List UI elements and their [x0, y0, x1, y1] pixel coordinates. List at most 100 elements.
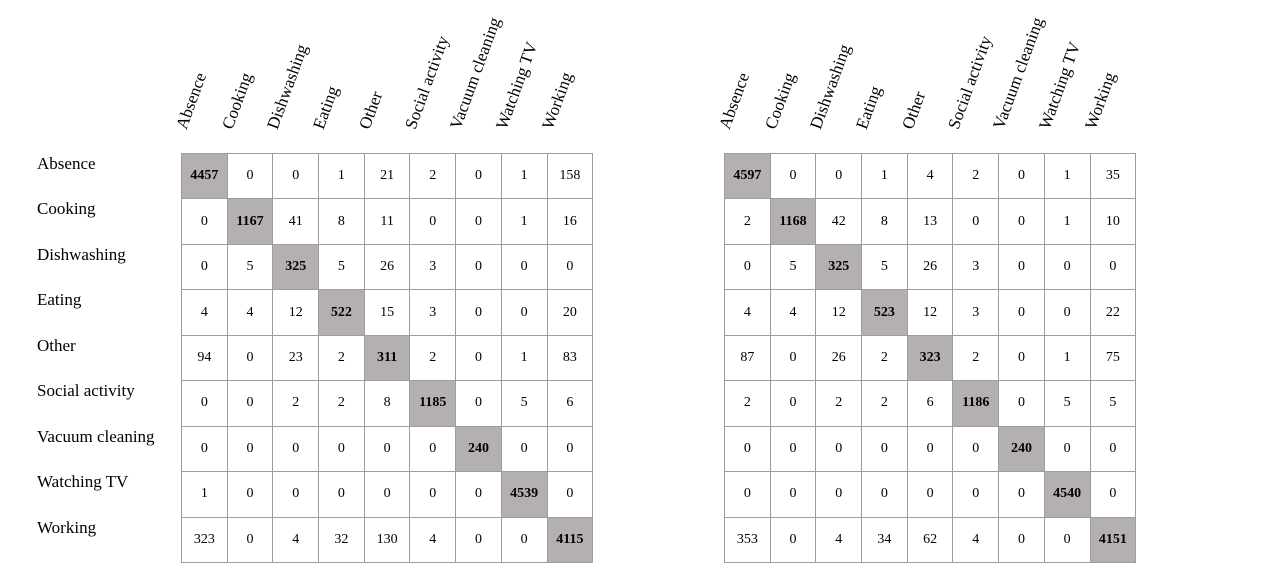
matrix-cell: 0: [907, 472, 954, 518]
matrix-cell: 4: [410, 517, 457, 563]
matrix-cell: 1: [501, 335, 548, 382]
matrix-cell: 1: [319, 154, 365, 200]
matrix-cell: 0: [319, 472, 365, 518]
matrix-cell: 0: [456, 154, 502, 200]
matrix-cell: 4: [907, 154, 954, 200]
matrix-cell: 2: [953, 154, 1000, 200]
matrix-cell: 15: [364, 290, 411, 336]
matrix-cell: 353: [725, 517, 771, 563]
matrix-cell: 94: [182, 335, 228, 382]
matrix-cell: 1: [501, 199, 548, 245]
row-label: Watching TV: [37, 472, 129, 492]
matrix-cell: 32: [319, 517, 365, 563]
matrix-cell: 4539: [501, 472, 548, 518]
matrix-cell: 0: [725, 472, 771, 518]
matrix-cell: 4151: [1090, 517, 1137, 563]
matrix-cell: 240: [456, 426, 502, 473]
matrix-cell: 0: [725, 426, 771, 473]
matrix-cell: 5: [1090, 381, 1137, 427]
row-label: Cooking: [37, 199, 96, 219]
matrix-cell: 2: [725, 381, 771, 427]
matrix-cell: 5: [1044, 381, 1091, 427]
matrix-cell: 0: [1090, 472, 1137, 518]
matrix-cell: 4115: [547, 517, 594, 563]
matrix-cell: 5: [319, 244, 365, 291]
matrix-cell: 1: [1044, 199, 1091, 245]
matrix-cell: 34: [862, 517, 908, 563]
matrix-cell: 3: [410, 244, 457, 291]
matrix-cell: 523: [862, 290, 908, 336]
matrix-cell: 1: [182, 472, 228, 518]
matrix-cell: 4597: [725, 154, 771, 200]
matrix-cell: 0: [770, 335, 817, 382]
matrix-cell: 0: [227, 381, 274, 427]
matrix-cell: 240: [999, 426, 1045, 473]
matrix-cell: 0: [862, 472, 908, 518]
matrix-cell: 0: [182, 426, 228, 473]
matrix-cell: 0: [364, 426, 411, 473]
matrix-cell: 1: [1044, 335, 1091, 382]
matrix-cell: 0: [501, 244, 548, 291]
matrix-cell: 16: [547, 199, 594, 245]
matrix-cell: 0: [1044, 244, 1091, 291]
matrix-cell: 0: [501, 517, 548, 563]
matrix-cell: 325: [273, 244, 320, 291]
matrix-cell: 26: [364, 244, 411, 291]
matrix-cell: 0: [273, 154, 320, 200]
matrix-cell: 1: [1044, 154, 1091, 200]
matrix-cell: 0: [456, 290, 502, 336]
matrix-cell: 0: [1090, 244, 1137, 291]
matrix-cell: 0: [273, 426, 320, 473]
matrix-cell: 23: [273, 335, 320, 382]
matrix-cell: 325: [816, 244, 863, 291]
matrix-cell: 0: [999, 244, 1045, 291]
matrix-cell: 4: [725, 290, 771, 336]
matrix-cell: 3: [953, 290, 1000, 336]
matrix-cell: 0: [227, 335, 274, 382]
matrix-cell: 0: [182, 244, 228, 291]
matrix-grid-right: 4597 0 0 1 4 2 0 1 35 2 1168 42 8 13 0 0 1 10 0 5 325 5 26 3 0 0 0…: [724, 153, 1137, 563]
matrix-cell: 1168: [770, 199, 817, 245]
matrix-cell: 0: [1090, 426, 1137, 473]
matrix-cell: 0: [770, 472, 817, 518]
matrix-cell: 26: [816, 335, 863, 382]
matrix-cell: 0: [364, 472, 411, 518]
matrix-cell: 2: [862, 335, 908, 382]
matrix-cell: 87: [725, 335, 771, 382]
matrix-cell: 0: [547, 426, 594, 473]
matrix-cell: 0: [1044, 517, 1091, 563]
matrix-cell: 0: [999, 517, 1045, 563]
matrix-cell: 0: [547, 244, 594, 291]
matrix-cell: 0: [999, 154, 1045, 200]
matrix-cell: 4: [227, 290, 274, 336]
matrix-cell: 6: [547, 381, 594, 427]
matrix-cell: 4: [273, 517, 320, 563]
matrix-cell: 0: [770, 381, 817, 427]
matrix-cell: 1167: [227, 199, 274, 245]
matrix-cell: 4: [182, 290, 228, 336]
matrix-cell: 41: [273, 199, 320, 245]
matrix-cell: 0: [410, 472, 457, 518]
matrix-cell: 0: [999, 199, 1045, 245]
matrix-cell: 0: [1044, 290, 1091, 336]
matrix-cell: 0: [816, 154, 863, 200]
matrix-cell: 2: [410, 335, 457, 382]
matrix-cell: 0: [227, 517, 274, 563]
matrix-cell: 0: [182, 199, 228, 245]
matrix-cell: 0: [456, 199, 502, 245]
matrix-cell: 0: [456, 472, 502, 518]
matrix-cell: 12: [273, 290, 320, 336]
matrix-cell: 0: [456, 335, 502, 382]
matrix-cell: 2: [410, 154, 457, 200]
matrix-cell: 522: [319, 290, 365, 336]
matrix-cell: 21: [364, 154, 411, 200]
matrix-cell: 8: [862, 199, 908, 245]
matrix-cell: 12: [816, 290, 863, 336]
matrix-cell: 4: [953, 517, 1000, 563]
matrix-cell: 5: [501, 381, 548, 427]
row-label: Working: [37, 517, 97, 537]
row-label: Vacuum cleaning: [37, 426, 155, 446]
matrix-cell: 4540: [1044, 472, 1091, 518]
